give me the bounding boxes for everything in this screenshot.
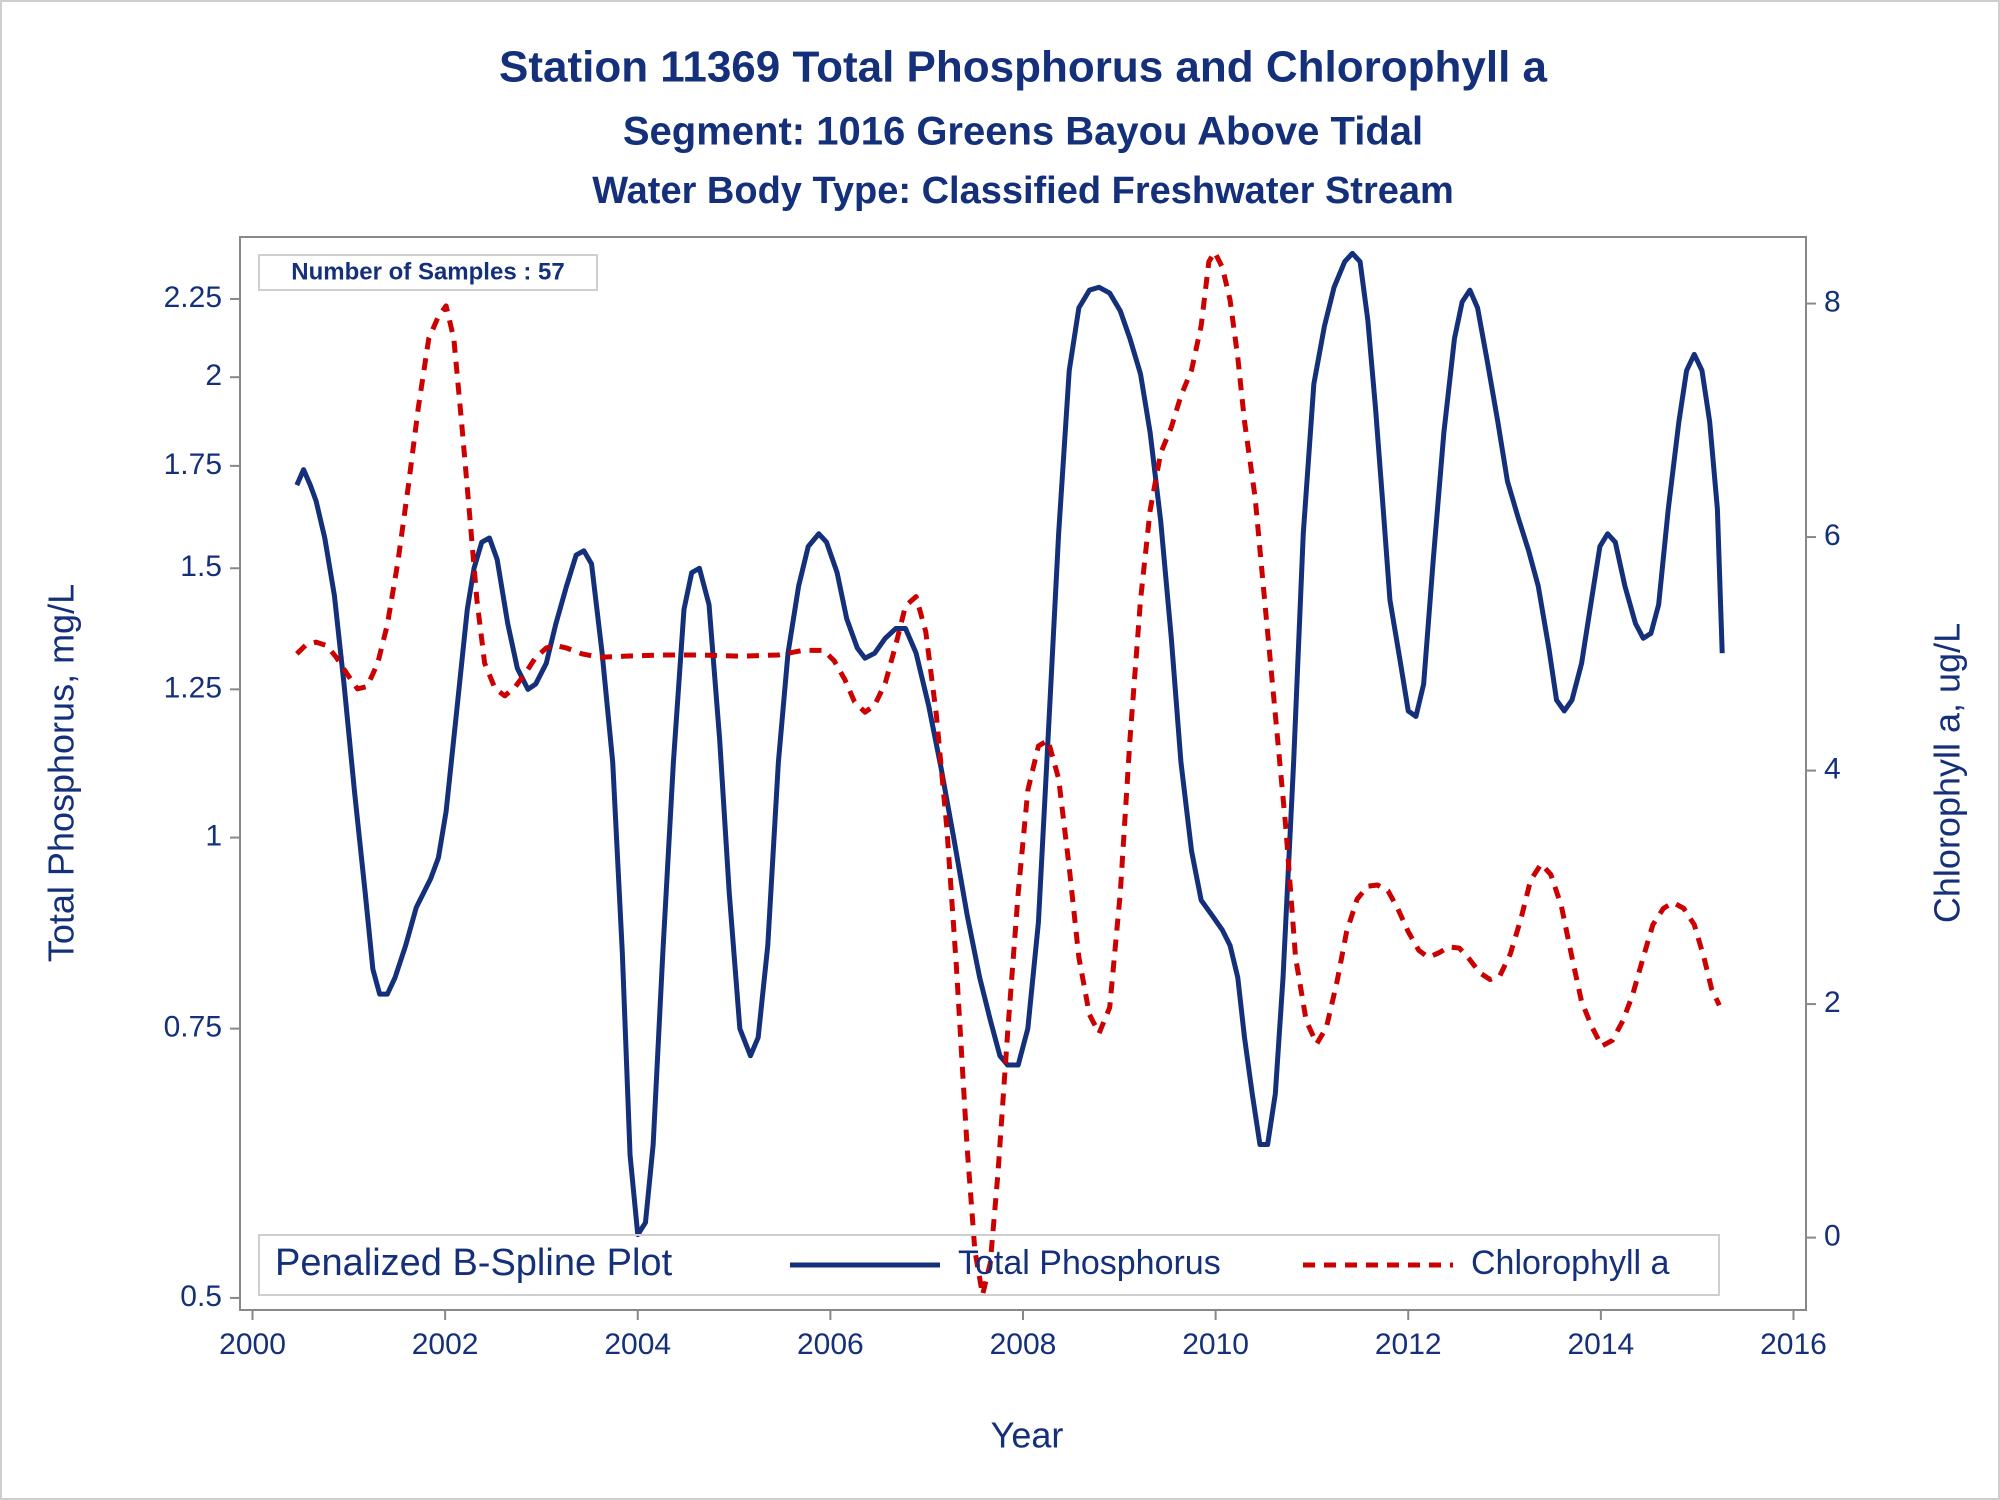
data-line [294, 250, 1725, 1238]
annotation-box [258, 254, 598, 291]
y-tick-label: 0.5 [180, 1280, 222, 1313]
legend-label: Total Phosphorus [958, 1244, 1221, 1282]
y2-tick-label: 6 [1824, 519, 1841, 552]
x-tick-label: 2004 [604, 1328, 671, 1361]
y-tick-label: 1.25 [164, 671, 222, 704]
chart-subtitle: Water Body Type: Classified Freshwater S… [592, 170, 1454, 212]
y-tick-label: 2.25 [164, 281, 222, 314]
y2-axis-label: Chlorophyll a, ug/L [1927, 623, 1968, 923]
x-tick-label: 2008 [990, 1328, 1057, 1361]
y2-tick-label: 0 [1824, 1220, 1841, 1253]
chart-subtitle: Segment: 1016 Greens Bayou Above Tidal [623, 110, 1423, 154]
x-tick-label: 2010 [1182, 1328, 1249, 1361]
x-tick-label: 2002 [412, 1328, 479, 1361]
x-tick-label: 2006 [797, 1328, 864, 1361]
x-axis-label: Year [991, 1415, 1064, 1456]
legend-box [258, 1234, 1720, 1296]
y-tick-label: 2 [205, 359, 222, 392]
y-tick-label: 1 [205, 819, 222, 852]
annotation: Number of Samples : 57 [291, 258, 564, 285]
legend-title: Penalized B-Spline Plot [275, 1242, 673, 1284]
y-tick-label: 1.5 [180, 550, 222, 583]
y-tick-label: 1.75 [164, 448, 222, 481]
y2-tick-label: 4 [1824, 753, 1841, 786]
x-tick-label: 2014 [1567, 1328, 1634, 1361]
x-tick-label: 2016 [1760, 1328, 1827, 1361]
chart-title: Station 11369 Total Phosphorus and Chlor… [499, 43, 1548, 92]
y2-tick-label: 8 [1824, 285, 1841, 318]
y-axis-label: Total Phosphorus, mg/L [41, 584, 82, 962]
x-tick-label: 2000 [219, 1328, 286, 1361]
y2-tick-label: 2 [1824, 986, 1841, 1019]
x-tick-label: 2012 [1375, 1328, 1442, 1361]
y-tick-label: 0.75 [164, 1011, 222, 1044]
legend-label: Chlorophyll a [1471, 1244, 1670, 1282]
